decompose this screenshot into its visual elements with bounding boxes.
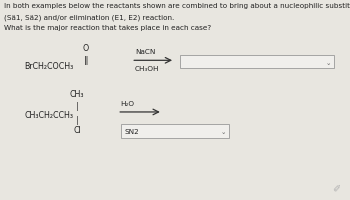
Text: |: | bbox=[76, 116, 78, 124]
Text: CH₃: CH₃ bbox=[70, 90, 84, 99]
Text: What is the major reaction that takes place in each case?: What is the major reaction that takes pl… bbox=[4, 25, 211, 31]
Text: |: | bbox=[76, 102, 78, 110]
Text: O: O bbox=[83, 44, 89, 53]
FancyBboxPatch shape bbox=[121, 124, 229, 138]
Text: SN2: SN2 bbox=[125, 128, 140, 134]
Text: ⌄: ⌄ bbox=[325, 59, 331, 65]
Text: CH₃CH₂CCH₃: CH₃CH₂CCH₃ bbox=[25, 110, 74, 119]
Text: (Sä1, Sä2) and/or elimination (E1, E2) reaction.: (Sä1, Sä2) and/or elimination (E1, E2) r… bbox=[4, 14, 174, 20]
Text: NaCN: NaCN bbox=[135, 49, 155, 55]
Text: Cl: Cl bbox=[73, 126, 81, 135]
Text: ⌄: ⌄ bbox=[220, 128, 226, 134]
Text: ✐: ✐ bbox=[332, 183, 340, 193]
FancyBboxPatch shape bbox=[180, 55, 334, 69]
Text: In both examples below the reactants shown are combined to bring about a nucleop: In both examples below the reactants sho… bbox=[4, 3, 350, 9]
Text: ‖: ‖ bbox=[83, 56, 88, 64]
Text: H₂O: H₂O bbox=[121, 100, 135, 106]
Text: CH₃OH: CH₃OH bbox=[135, 66, 159, 72]
Text: BrCH₂COCH₃: BrCH₂COCH₃ bbox=[25, 62, 74, 71]
